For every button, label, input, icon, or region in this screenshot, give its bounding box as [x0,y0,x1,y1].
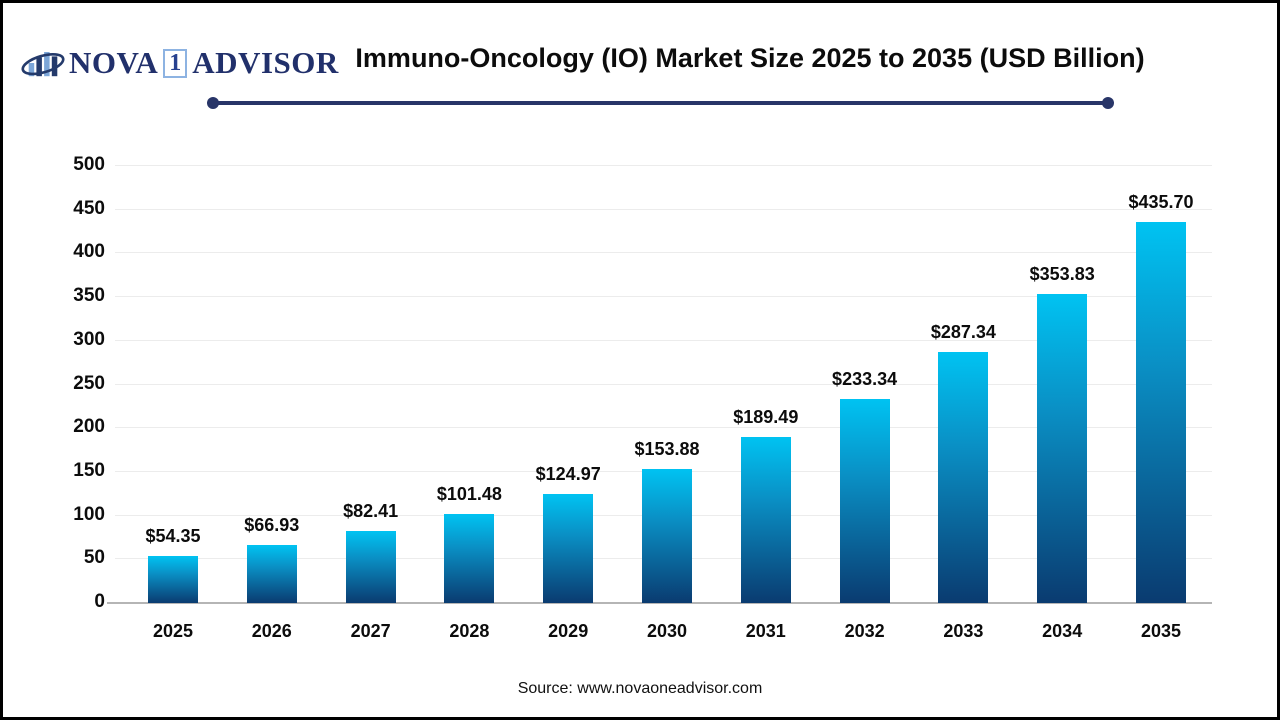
x-axis-tick-label: 2029 [548,621,589,641]
bar-2029 [543,493,594,603]
y-axis-tick-label: 500 [73,154,105,175]
y-axis-tick-label: 100 [73,503,105,525]
y-axis-tick-label: 0 [94,591,105,612]
y-axis-tick-label: 150 [73,459,105,481]
x-axis-tick-label: 2034 [1042,621,1083,641]
bar-2030 [642,468,692,603]
bar-2035 [1136,222,1186,603]
bar-2032 [839,399,890,603]
bar-2031 [740,437,791,603]
y-axis-tick-label: 400 [73,241,105,263]
bar-value-label: $435.70 [1128,192,1194,213]
x-axis-tick-label: 2030 [646,621,688,641]
bar-value-label: $101.48 [436,484,502,505]
source-text: Source: www.novaoneadvisor.com [517,680,763,697]
bar-value-label: $353.83 [1029,263,1095,284]
bar-value-label: $66.93 [244,514,300,535]
bar-value-label: $82.41 [343,500,399,521]
gridline [115,208,1212,210]
nova-one-advisor-logo: NOVA 1 ADVISOR [21,39,339,87]
plot-area: 0 50 100 150 200 250 300 350 400 450 500 $54.35 2025… [73,154,1212,641]
bar-value-label: $124.97 [535,463,601,484]
divider-dot-left [207,97,219,109]
gridline [115,427,1212,429]
gridline [115,296,1212,298]
y-axis-tick-label: 50 [83,547,105,569]
bar-value-label: $287.34 [930,321,996,342]
bar-2034 [1037,293,1088,603]
bar-value-label: $54.35 [145,525,201,546]
bar-2027 [345,530,396,603]
gridline [115,252,1212,254]
title-divider-line [213,101,1108,105]
logo-word-nova: NOVA [69,45,159,80]
y-axis-tick-label: 450 [73,197,105,219]
bar-chart-swoosh-icon [21,52,65,77]
x-axis-tick-label: 2031 [745,621,786,641]
bar-value-label: $233.34 [832,369,898,390]
bar-2028 [444,514,495,603]
y-axis-tick-label: 300 [73,328,105,350]
bar-2033 [938,351,989,603]
x-axis-tick-label: 2027 [350,621,391,641]
divider-dot-right [1102,97,1114,109]
gridline [115,339,1212,341]
y-axis-tick-label: 200 [73,416,105,438]
x-axis-tick-label: 2032 [844,621,885,641]
x-axis-tick-label: 2033 [943,621,984,641]
gridline [115,165,1212,166]
x-axis-line [107,602,1212,604]
x-axis-tick-label: 2028 [449,621,490,641]
bar-value-label: $189.49 [733,407,799,428]
y-axis-tick-label: 350 [73,285,105,307]
bar-value-label: $153.88 [634,438,700,459]
page-title: Immuno-Oncology (IO) Market Size 2025 to… [355,43,1145,73]
logo-digit-one: 1 [163,48,188,78]
bar-2026 [246,544,297,603]
y-axis-tick-label: 250 [73,372,105,394]
gridline [115,383,1212,385]
x-axis-tick-label: 2025 [152,621,194,641]
x-axis-tick-label: 2035 [1140,621,1182,641]
logo-word-advisor: ADVISOR [192,45,339,80]
x-axis-tick-label: 2026 [251,621,292,641]
bar-2025 [148,555,198,603]
